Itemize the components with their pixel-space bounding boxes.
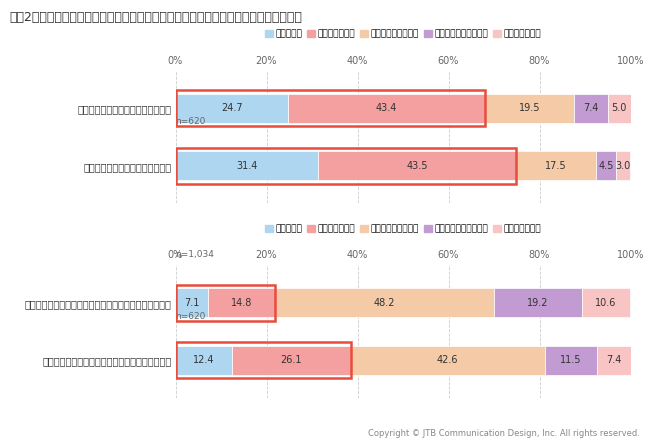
Text: 7.4: 7.4	[583, 103, 599, 113]
Text: Copyright © JTB Communication Design, Inc. All rights reserved.: Copyright © JTB Communication Design, In…	[369, 429, 640, 438]
Bar	[351, 346, 545, 375]
Text: 10.6: 10.6	[595, 297, 617, 308]
Bar	[486, 94, 574, 122]
Text: 4.5: 4.5	[599, 161, 614, 171]
Bar	[582, 288, 630, 317]
Text: 24.7: 24.7	[221, 103, 242, 113]
Text: n=620: n=620	[176, 117, 206, 126]
Text: （図2）コロナ禍以降のモチベーション（東日本大震災後のモチベーションとの比較）: （図2）コロナ禍以降のモチベーション（東日本大震災後のモチベーションとの比較）	[10, 11, 303, 24]
Text: 43.4: 43.4	[376, 103, 397, 113]
Text: 42.6: 42.6	[437, 355, 458, 366]
Text: 7.1: 7.1	[184, 297, 200, 308]
Text: 43.5: 43.5	[407, 161, 428, 171]
Bar	[574, 94, 608, 122]
Text: 48.2: 48.2	[374, 297, 396, 308]
Text: 7.4: 7.4	[606, 355, 621, 366]
Bar	[176, 152, 318, 180]
Text: n=620: n=620	[176, 312, 206, 320]
Bar	[596, 152, 616, 180]
Text: 17.5: 17.5	[545, 161, 567, 171]
Text: 19.2: 19.2	[527, 297, 549, 308]
Bar	[176, 288, 208, 317]
Text: 3.0: 3.0	[616, 161, 631, 171]
Text: 31.4: 31.4	[236, 161, 257, 171]
Text: 12.4: 12.4	[193, 355, 214, 366]
Text: 5.0: 5.0	[612, 103, 627, 113]
Legend: あてはまる, ややあてはまる, どちらともいえない, あまりあてはまらない, あてはまらない: あてはまる, ややあてはまる, どちらともいえない, あまりあてはまらない, あ…	[261, 26, 545, 42]
Bar	[516, 152, 596, 180]
Bar	[545, 346, 597, 375]
Bar	[318, 152, 516, 180]
Bar	[208, 288, 275, 317]
Bar	[616, 152, 630, 180]
Text: 19.5: 19.5	[519, 103, 540, 113]
Text: 26.1: 26.1	[281, 355, 302, 366]
Text: 11.5: 11.5	[560, 355, 581, 366]
Text: 14.8: 14.8	[231, 297, 252, 308]
Bar	[288, 94, 486, 122]
Bar	[232, 346, 351, 375]
Bar	[275, 288, 495, 317]
Bar	[176, 346, 232, 375]
Bar	[495, 288, 582, 317]
Bar	[608, 94, 630, 122]
Text: n=1,034: n=1,034	[176, 250, 214, 259]
Bar	[176, 94, 288, 122]
Legend: あてはまる, ややあてはまる, どちらともいえない, あまりあてはまらない, あてはまらない: あてはまる, ややあてはまる, どちらともいえない, あまりあてはまらない, あ…	[261, 221, 545, 237]
Bar	[597, 346, 630, 375]
